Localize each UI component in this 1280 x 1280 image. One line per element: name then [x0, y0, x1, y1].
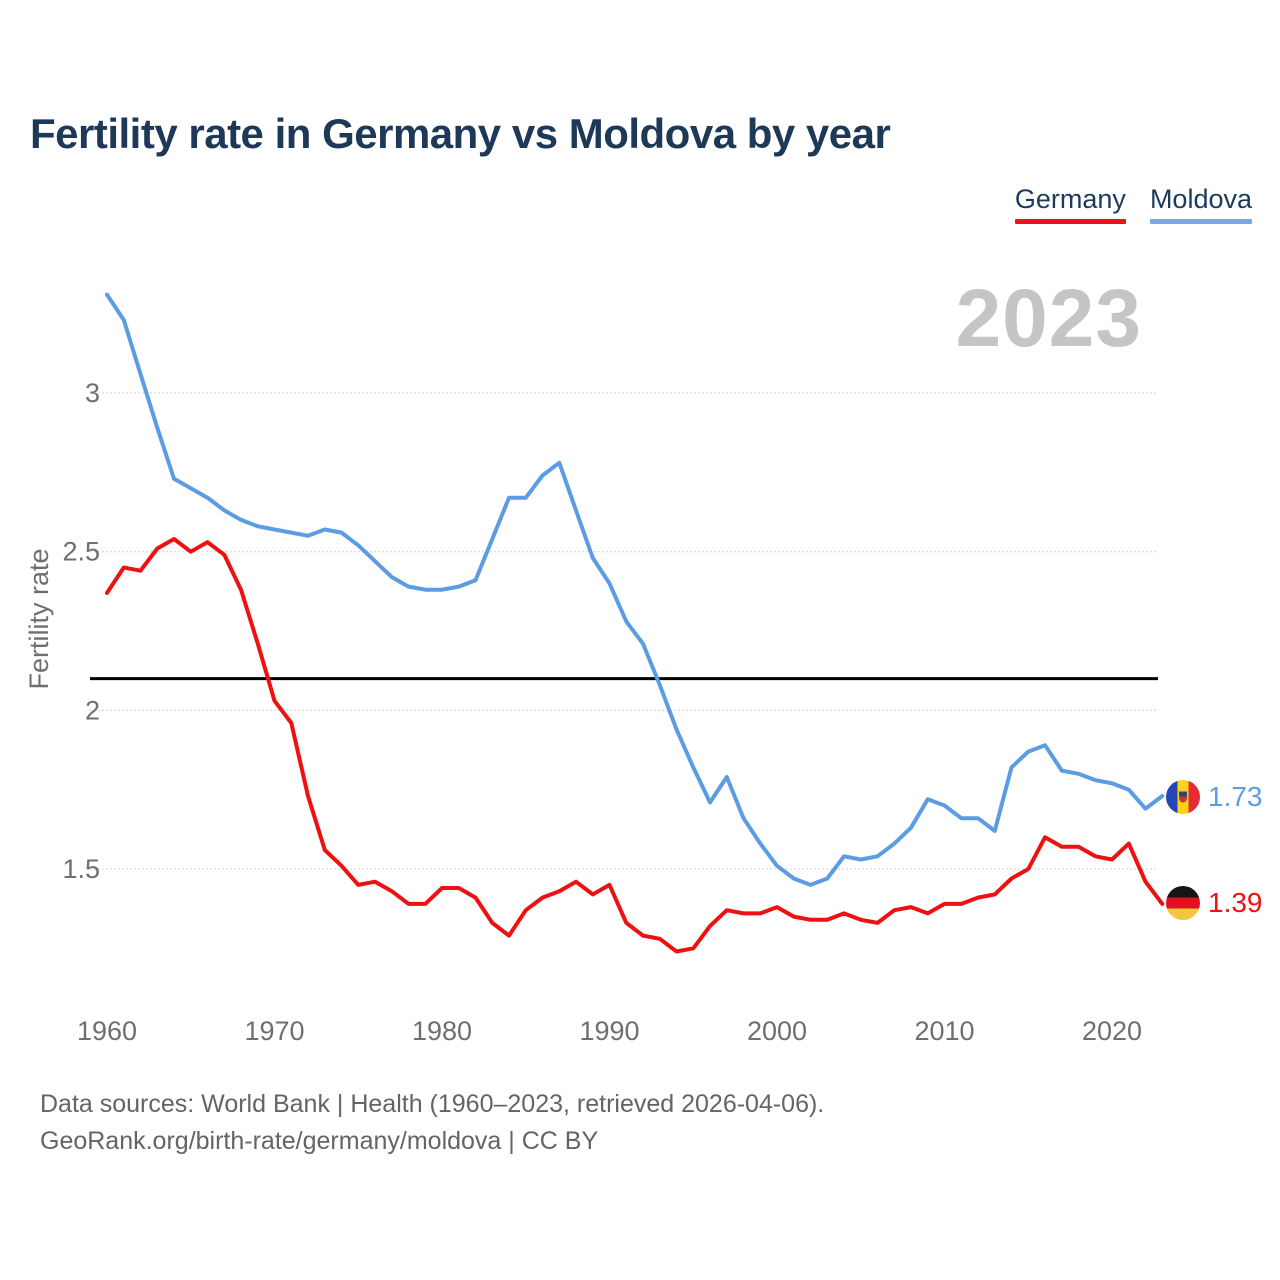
moldova-end-value: 1.73 [1208, 781, 1263, 812]
y-tick-label: 2.5 [62, 537, 100, 567]
legend-label-germany: Germany [1014, 184, 1126, 214]
x-tick-label: 1980 [412, 1016, 472, 1046]
footer: Data sources: World Bank | Health (1960–… [40, 1086, 824, 1160]
legend-item-moldova[interactable]: Moldova [1149, 184, 1252, 224]
footer-attribution-line: GeoRank.org/birth-rate/germany/moldova |… [40, 1127, 599, 1155]
legend: Germany Moldova [1014, 184, 1252, 224]
legend-underline-moldova [1149, 219, 1252, 224]
legend-item-germany[interactable]: Germany [1014, 184, 1126, 224]
x-tick-label: 2010 [914, 1016, 974, 1046]
series-line-germany [105, 537, 1165, 954]
germany-end-value: 1.39 [1208, 887, 1263, 918]
y-axis-label: Fertility rate [24, 548, 54, 689]
y-tick-label: 2 [85, 695, 100, 725]
germany-flag-icon [1166, 886, 1200, 920]
legend-underline-germany [1014, 219, 1126, 224]
moldova-flag-icon [1166, 780, 1200, 814]
y-tick-label: 3 [85, 378, 100, 408]
y-tick-label: 1.5 [62, 854, 100, 884]
series-line-moldova [105, 292, 1165, 887]
x-tick-label: 1990 [579, 1016, 639, 1046]
x-tick-label: 1970 [244, 1016, 304, 1046]
x-tick-label: 1960 [77, 1016, 137, 1046]
x-tick-label: 2000 [747, 1016, 807, 1046]
year-watermark: 2023 [955, 273, 1142, 364]
legend-label-moldova: Moldova [1149, 184, 1252, 214]
x-tick-label: 2020 [1082, 1016, 1142, 1046]
footer-sources-line: Data sources: World Bank | Health (1960–… [40, 1090, 825, 1118]
page-title: Fertility rate in Germany vs Moldova by … [30, 110, 891, 157]
